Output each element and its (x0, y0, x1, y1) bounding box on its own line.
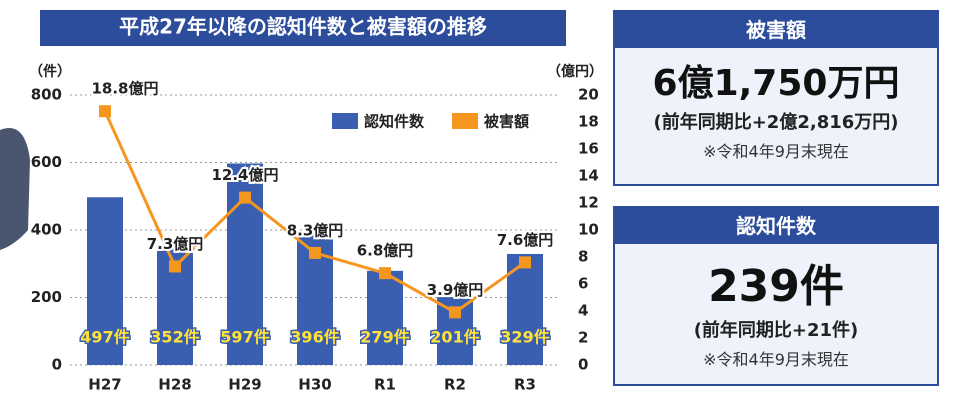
line-marker (449, 306, 461, 318)
chart-title: 平成27年以降の認知件数と被害額の推移 (119, 15, 487, 39)
y2-tick-label: 8 (578, 248, 588, 266)
panel-main: 239件 (615, 250, 937, 314)
y2-tick-label: 16 (578, 140, 599, 158)
y-tick-label: 200 (31, 288, 62, 306)
panel-header: 認知件数 (615, 208, 937, 244)
y2-tick-label: 14 (578, 167, 599, 185)
chart: 平成27年以降の認知件数と被害額の推移 （件） （億円） 02004006008… (0, 0, 600, 416)
bar-value-label: 279件 (360, 328, 409, 347)
bar (367, 271, 403, 365)
legend-label: 認知件数 (364, 113, 425, 131)
y-tick-label: 0 (52, 356, 62, 374)
panel-note: ※令和4年9月末現在 (615, 346, 937, 370)
y2-tick-label: 18 (578, 113, 599, 131)
bar-value-label: 352件 (150, 328, 199, 347)
line-value-label: 6.8億円 (357, 242, 414, 260)
bar-value-label: 201件 (430, 328, 479, 347)
bar-value-label: 497件 (80, 328, 129, 347)
line-marker (169, 260, 181, 272)
line-value-label: 7.3億円 (147, 235, 204, 253)
line-marker (309, 247, 321, 259)
y2-tick-label: 2 (578, 329, 588, 347)
y2-tick-label: 20 (578, 86, 599, 104)
x-tick-label: R3 (514, 376, 536, 394)
line-value-label: 3.9億円 (427, 281, 484, 299)
y2-axis-label: （億円） (547, 63, 600, 80)
y-tick-label: 800 (31, 86, 62, 104)
y2-tick-label: 6 (578, 275, 588, 293)
panel-note: ※令和4年9月末現在 (615, 138, 937, 162)
page: 平成27年以降の認知件数と被害額の推移 （件） （億円） 02004006008… (0, 0, 953, 416)
line-marker (99, 105, 111, 117)
line-marker (379, 267, 391, 279)
y-tick-label: 600 (31, 153, 62, 171)
line-marker (239, 192, 251, 204)
y2-tick-label: 12 (578, 194, 599, 212)
bar-value-label: 396件 (290, 328, 339, 347)
x-tick-label: R1 (374, 376, 396, 394)
panel: 認知件数 239件 (前年同期比+21件) ※令和4年9月末現在 (613, 206, 939, 386)
legend-swatch (452, 113, 478, 129)
x-tick-label: H28 (158, 376, 191, 394)
legend-label: 被害額 (484, 113, 529, 131)
line-value-label: 7.6億円 (497, 231, 554, 249)
panel-main: 6億1,750万円 (615, 54, 937, 106)
line-value-label: 18.8億円 (91, 80, 158, 98)
person-photo (0, 128, 30, 250)
panel: 被害額 6億1,750万円 (前年同期比+2億2,816万円) ※令和4年9月末… (613, 10, 939, 186)
x-tick-label: H27 (88, 376, 121, 394)
x-tick-label: H29 (228, 376, 261, 394)
panel-comparison: (前年同期比+21件) (615, 316, 937, 342)
panel-header: 被害額 (615, 12, 937, 48)
legend-swatch (332, 113, 358, 129)
bar-value-label: 597件 (220, 328, 269, 347)
line-value-label: 12.4億円 (211, 166, 278, 184)
y2-tick-label: 4 (578, 302, 588, 320)
panel-comparison: (前年同期比+2億2,816万円) (615, 108, 937, 134)
x-tick-label: H30 (298, 376, 331, 394)
x-tick-label: R2 (444, 376, 466, 394)
y2-tick-label: 10 (578, 221, 599, 239)
line-value-label: 8.3億円 (287, 221, 344, 239)
bar-value-label: 329件 (500, 328, 549, 347)
line-marker (519, 256, 531, 268)
y2-tick-label: 0 (578, 356, 588, 374)
y-tick-label: 400 (31, 221, 62, 239)
y-axis-label: （件） (29, 63, 71, 80)
